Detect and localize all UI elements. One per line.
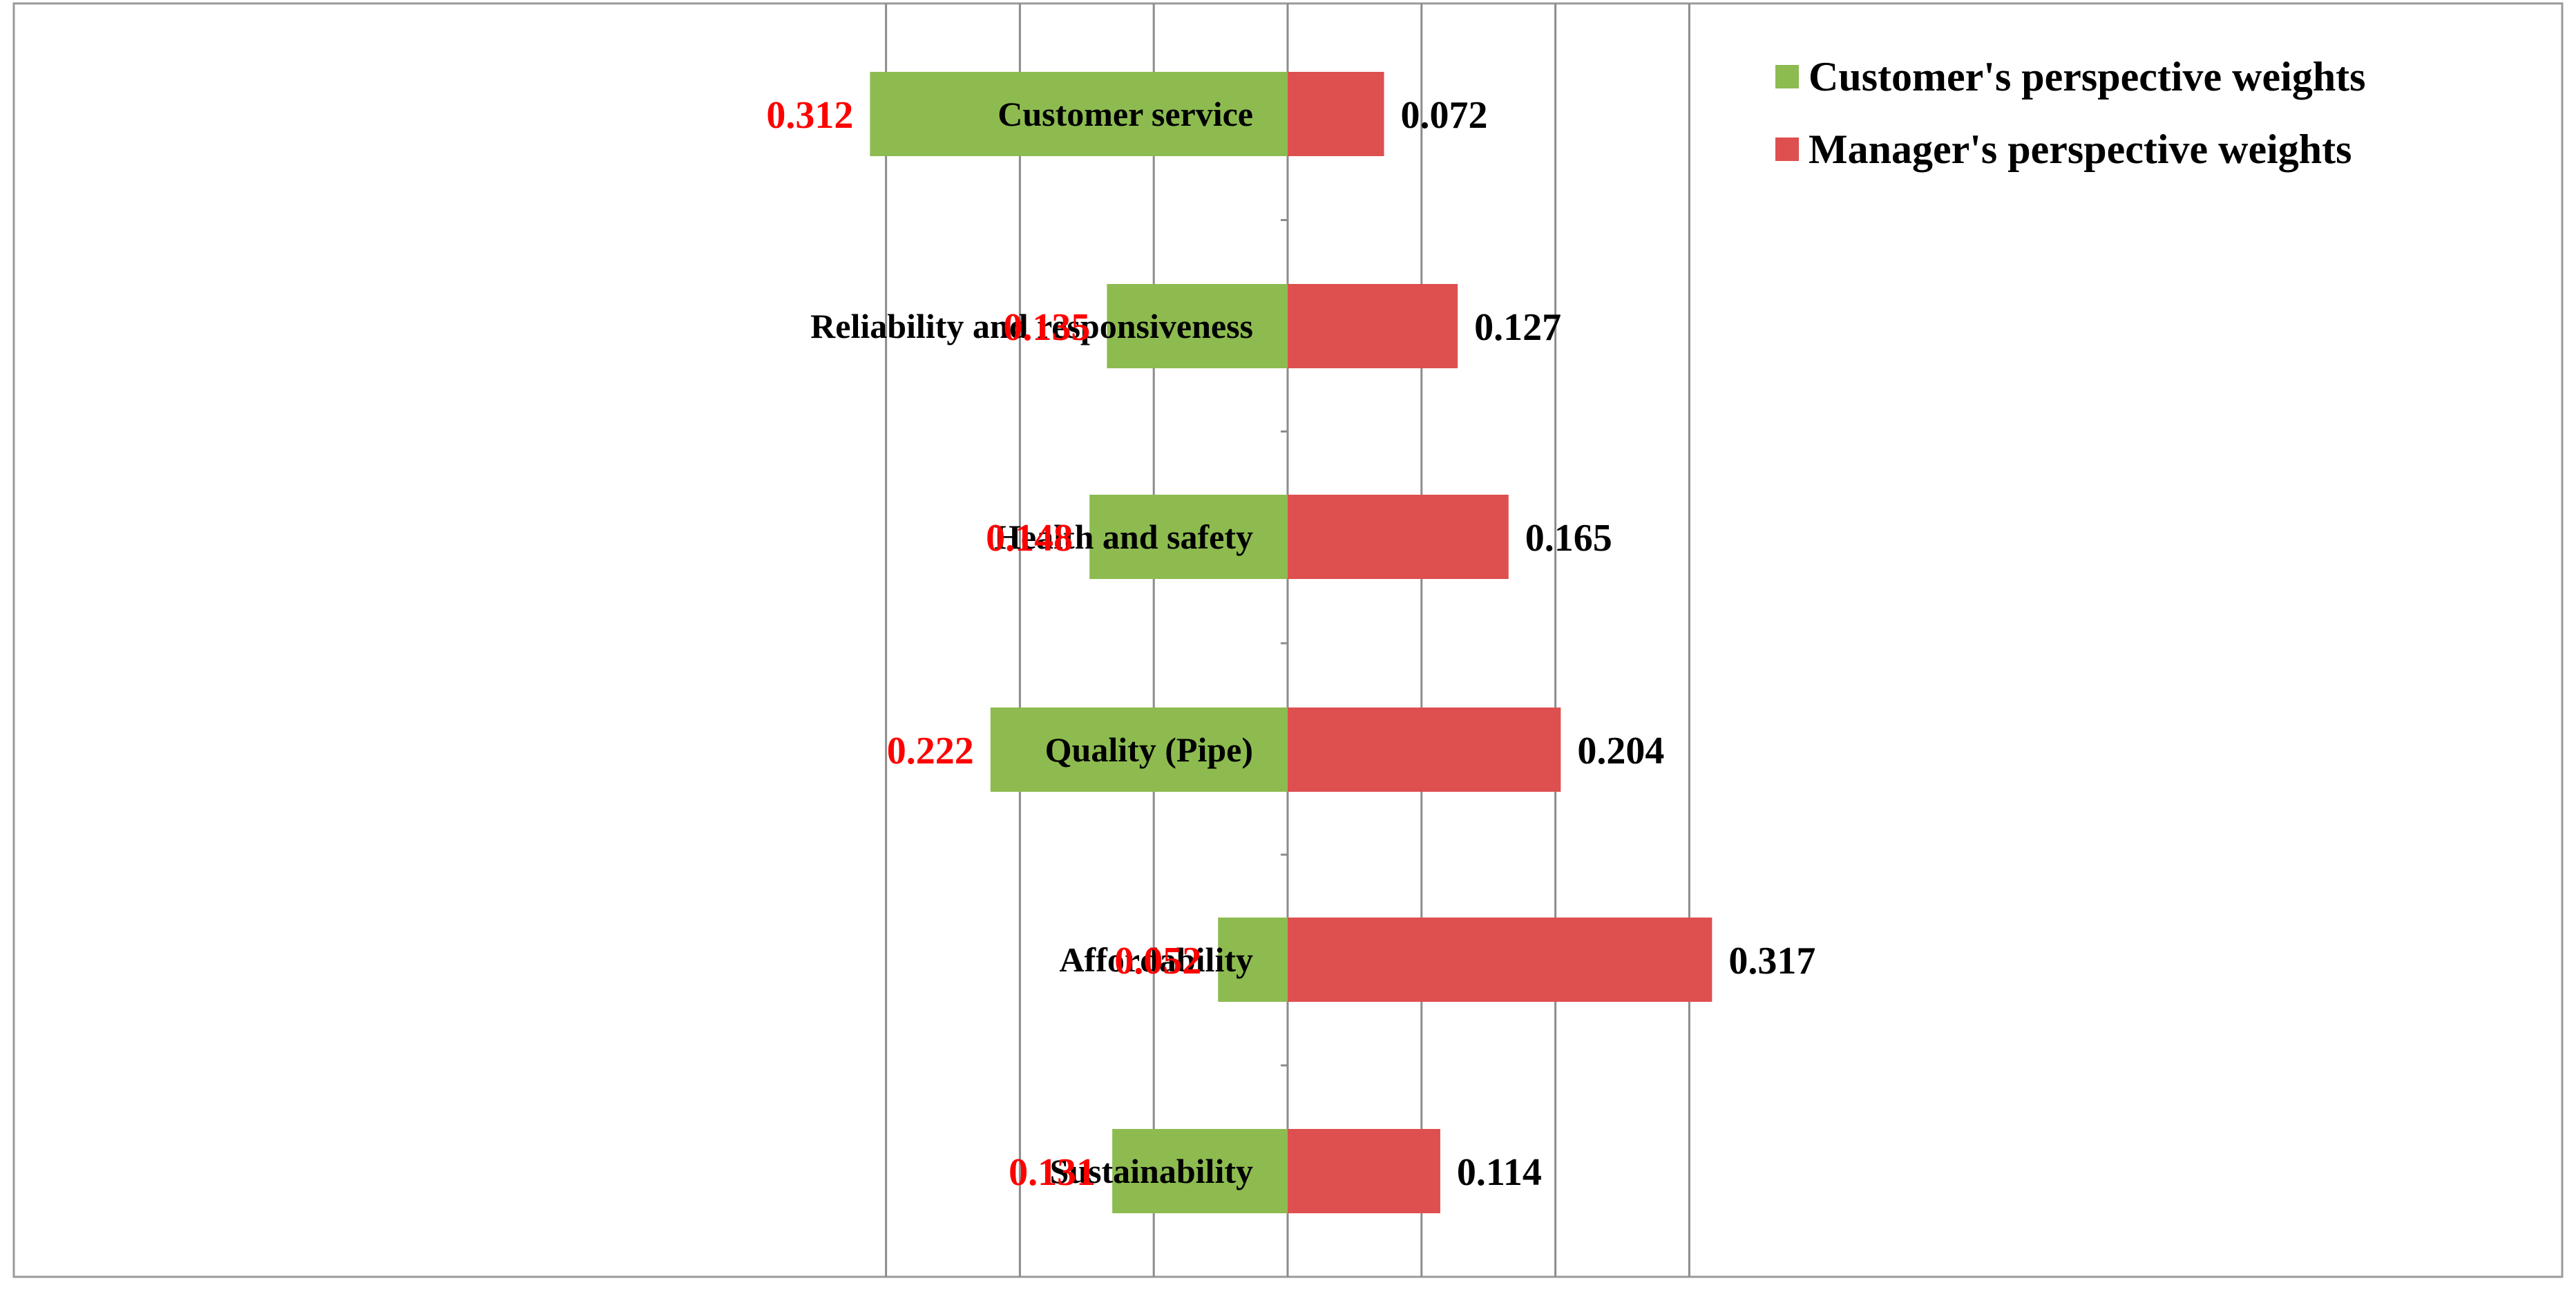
value-label-manager: 0.114: [1457, 1151, 1542, 1194]
bar-customer-5: [1112, 1129, 1288, 1213]
bar-manager-2: [1288, 495, 1509, 579]
value-label-customer: 0.131: [1009, 1151, 1096, 1194]
bars: [870, 72, 1712, 1213]
value-label-customer: 0.222: [887, 730, 974, 772]
category-label: Quality (Pipe): [1045, 730, 1253, 769]
category-label: Sustainability: [1049, 1152, 1253, 1190]
legend-swatch: [1775, 65, 1799, 88]
legend: Customer's perspective weights Manager's …: [1775, 54, 2366, 172]
category-label: Reliability and responsiveness: [810, 307, 1253, 345]
value-label-manager: 0.165: [1525, 517, 1612, 560]
category-label: Health and safety: [994, 517, 1253, 556]
value-label-customer: 0.148: [986, 517, 1073, 560]
legend-swatch: [1775, 137, 1799, 161]
bar-customer-3: [990, 708, 1288, 792]
legend-label: Customer's perspective weights: [1809, 54, 2366, 99]
bar-manager-5: [1288, 1129, 1440, 1213]
bar-customer-1: [1107, 284, 1288, 368]
bar-manager-1: [1288, 284, 1458, 368]
value-label-manager: 0.317: [1728, 940, 1815, 982]
value-label-manager: 0.204: [1577, 730, 1664, 772]
bar-customer-0: [870, 72, 1288, 156]
gridlines: [885, 3, 1690, 1277]
value-label-customer: 0.312: [766, 94, 853, 137]
category-label: Customer service: [998, 95, 1253, 133]
bar-manager-4: [1288, 918, 1712, 1002]
bar-customer-2: [1089, 495, 1288, 579]
value-label-customer: 0.052: [1114, 940, 1201, 982]
labels: Customer service 0.312 0.072 Reliability an…: [766, 94, 1815, 1194]
value-label-manager: 0.072: [1401, 94, 1488, 137]
legend-label: Manager's perspective weights: [1809, 126, 2352, 172]
bar-manager-0: [1288, 72, 1384, 156]
value-label-manager: 0.127: [1474, 306, 1561, 349]
bar-manager-3: [1288, 708, 1561, 792]
category-label: Affordability: [1059, 940, 1253, 979]
value-label-customer: 0.135: [1003, 306, 1090, 349]
bar-customer-4: [1218, 918, 1288, 1002]
